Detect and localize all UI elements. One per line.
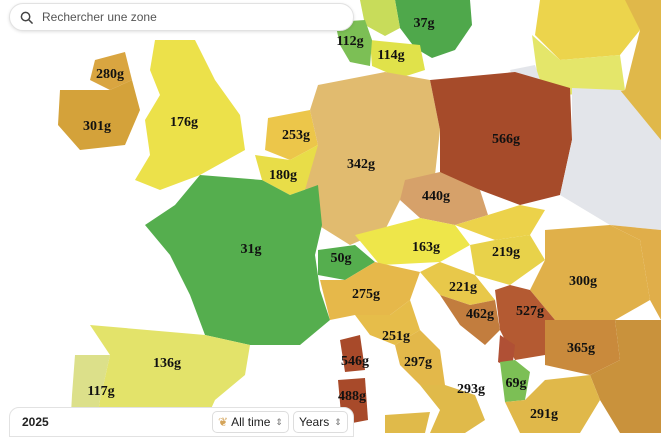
leaf-icon: ❦ bbox=[218, 415, 229, 429]
zone-turkey[interactable] bbox=[590, 320, 661, 433]
label-belgium: 180g bbox=[269, 168, 297, 183]
zone-corsica[interactable] bbox=[340, 335, 365, 372]
zone-switzerland[interactable] bbox=[318, 245, 375, 280]
label-hungary: 219g bbox=[492, 245, 520, 260]
label-ireland: 301g bbox=[83, 119, 111, 134]
zone-norway-south[interactable] bbox=[395, 0, 472, 58]
label-spain: 136g bbox=[153, 356, 181, 371]
zone-romania[interactable] bbox=[530, 225, 650, 320]
granularity-select[interactable]: Years ⇕ bbox=[292, 411, 348, 433]
label-sweden-south: 114g bbox=[377, 48, 404, 63]
timeline-bar: 2025 ❦ All time ⇕ Years ⇕ bbox=[9, 407, 354, 437]
zone-italy-central-south[interactable] bbox=[395, 330, 445, 385]
zone-hungary[interactable] bbox=[470, 235, 545, 285]
zone-ukraine-south[interactable] bbox=[610, 225, 661, 320]
label-austria: 163g bbox=[412, 240, 440, 255]
zone-spain[interactable] bbox=[90, 325, 250, 433]
label-czechia: 440g bbox=[422, 189, 450, 204]
chevron-updown-icon: ⇕ bbox=[275, 417, 283, 427]
label-great-britain: 176g bbox=[170, 115, 198, 130]
label-norway-south: 37g bbox=[414, 16, 435, 31]
search-icon bbox=[20, 11, 33, 24]
search-input[interactable] bbox=[40, 9, 344, 25]
zone-italy-north[interactable] bbox=[320, 262, 420, 320]
label-italy-north: 275g bbox=[352, 287, 380, 302]
zone-great-britain[interactable] bbox=[135, 40, 245, 190]
zone-serbia[interactable] bbox=[495, 285, 555, 360]
zone-poland[interactable] bbox=[430, 72, 572, 205]
label-romania: 300g bbox=[569, 274, 597, 289]
zone-france[interactable] bbox=[145, 175, 330, 345]
label-serbia: 527g bbox=[516, 304, 544, 319]
chevron-updown-icon: ⇕ bbox=[334, 417, 342, 427]
label-corsica-sardinia: 546g bbox=[341, 354, 369, 369]
label-greece: 291g bbox=[530, 407, 558, 422]
range-select-value: All time bbox=[231, 415, 271, 429]
zone-bosnia[interactable] bbox=[440, 295, 500, 345]
zone-sicily[interactable] bbox=[385, 412, 430, 433]
label-northern-ireland: 280g bbox=[96, 67, 124, 82]
zone-denmark[interactable] bbox=[335, 20, 372, 66]
zone-slovakia[interactable] bbox=[455, 205, 545, 240]
zone-sweden-south[interactable] bbox=[370, 40, 425, 78]
label-italy-central-south: 297g bbox=[404, 355, 432, 370]
label-italy-south: 293g bbox=[457, 382, 485, 397]
label-bulgaria: 365g bbox=[567, 341, 595, 356]
label-portugal: 117g bbox=[87, 384, 114, 399]
zone-czechia[interactable] bbox=[400, 172, 488, 225]
zone-austria[interactable] bbox=[355, 218, 470, 265]
zone-no-data-east bbox=[560, 88, 661, 230]
label-sardinia: 488g bbox=[338, 389, 366, 404]
zone-italy-central-north[interactable] bbox=[355, 300, 420, 345]
zone-norway-west[interactable] bbox=[360, 0, 400, 36]
label-france: 31g bbox=[241, 242, 262, 257]
zone-baltic-north[interactable] bbox=[535, 0, 640, 60]
label-slovenia-croatia: 221g bbox=[449, 280, 477, 295]
label-north-macedonia-albania: 69g bbox=[506, 376, 527, 391]
zone-bulgaria[interactable] bbox=[545, 320, 620, 375]
label-netherlands: 253g bbox=[282, 128, 310, 143]
zone-netherlands[interactable] bbox=[265, 110, 318, 160]
zone-italy-south[interactable] bbox=[420, 385, 485, 433]
search-bar[interactable] bbox=[9, 3, 354, 31]
selected-year[interactable]: 2025 bbox=[22, 415, 49, 429]
zone-greece[interactable] bbox=[505, 375, 600, 433]
label-germany: 342g bbox=[347, 157, 375, 172]
label-poland: 566g bbox=[492, 132, 520, 147]
zone-northern-ireland[interactable] bbox=[90, 52, 132, 90]
zone-ireland[interactable] bbox=[58, 80, 140, 150]
zone-slovenia-croatia[interactable] bbox=[420, 262, 495, 305]
range-select[interactable]: ❦ All time ⇕ bbox=[212, 411, 289, 433]
zone-germany[interactable] bbox=[305, 72, 440, 245]
granularity-select-value: Years bbox=[298, 415, 330, 429]
label-bosnia: 462g bbox=[466, 307, 494, 322]
zone-belgium[interactable] bbox=[255, 145, 318, 195]
zone-north-macedonia-albania[interactable] bbox=[500, 360, 530, 402]
label-switzerland: 50g bbox=[331, 251, 352, 266]
label-denmark: 112g bbox=[336, 34, 363, 49]
zone-baltic-south[interactable] bbox=[532, 35, 625, 95]
label-italy-central-north: 251g bbox=[382, 329, 410, 344]
